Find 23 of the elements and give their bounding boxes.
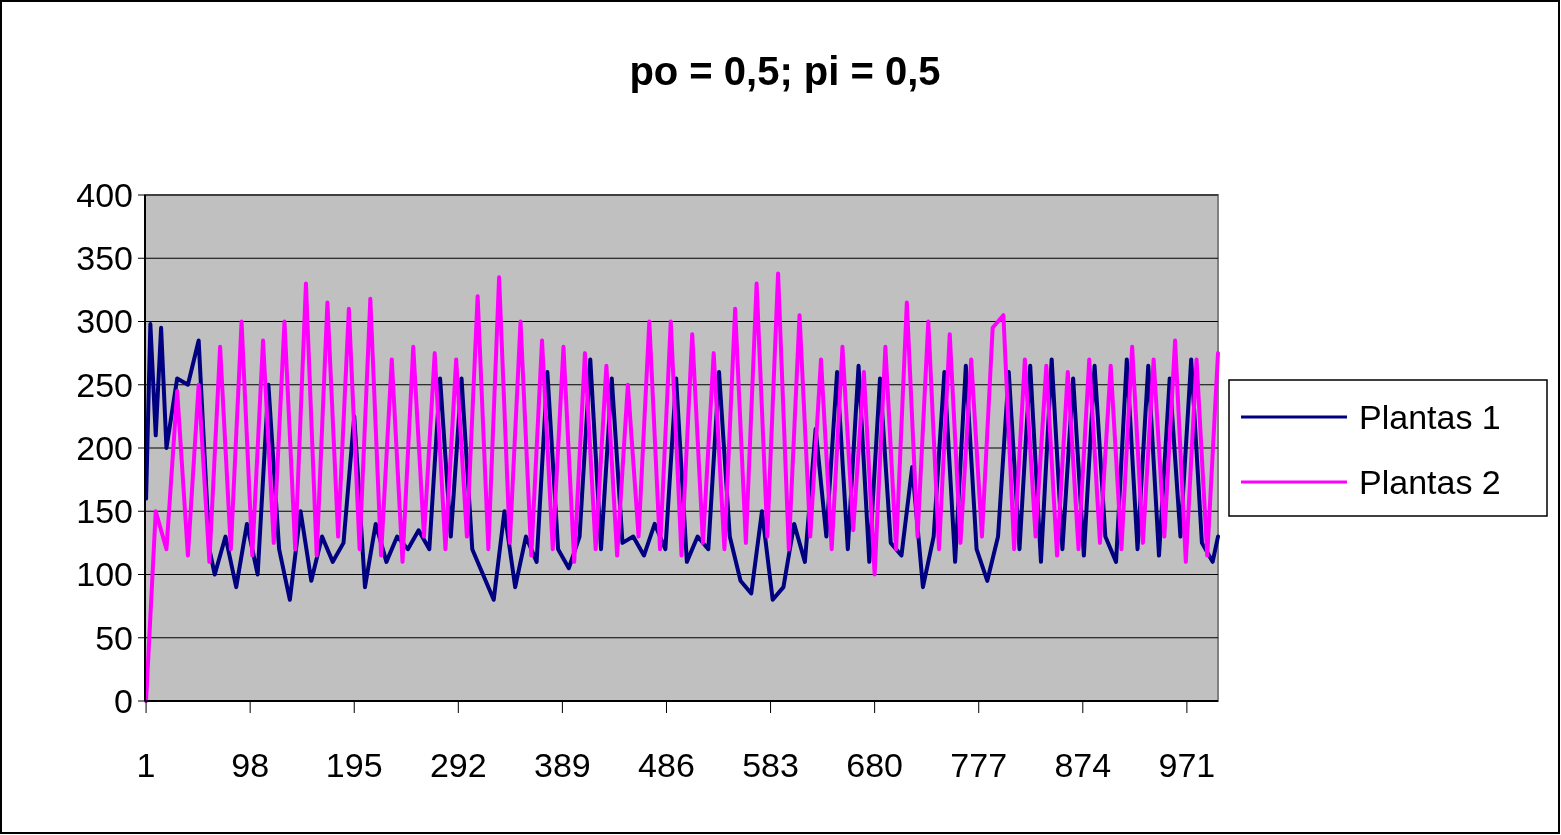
y-tick-label: 350 [76, 239, 133, 278]
y-tick-label: 0 [114, 681, 133, 720]
x-tick-label: 874 [1054, 746, 1112, 784]
x-tick-label: 583 [742, 746, 799, 784]
y-tick-label: 250 [76, 365, 133, 404]
y-tick-label: 400 [76, 175, 133, 214]
x-tick-label: 486 [638, 746, 695, 784]
x-tick-label: 1 [136, 746, 156, 784]
x-tick-label: 777 [950, 746, 1008, 784]
x-tick-label: 292 [429, 746, 487, 784]
legend-label: Plantas 2 [1359, 462, 1501, 501]
y-tick-label: 300 [76, 302, 133, 341]
y-tick-label: 150 [76, 492, 133, 531]
chart-title: po = 0,5; pi = 0,5 [629, 49, 941, 93]
y-tick-label: 200 [76, 428, 133, 467]
y-tick-label: 50 [95, 618, 133, 657]
x-tick-label: 98 [231, 746, 270, 784]
x-tick-label: 971 [1158, 746, 1216, 784]
x-tick-label: 680 [846, 746, 904, 784]
legend-label: Plantas 1 [1359, 397, 1501, 436]
y-tick-label: 100 [76, 555, 133, 594]
x-tick-label: 389 [534, 746, 591, 784]
x-tick-label: 195 [325, 746, 383, 784]
